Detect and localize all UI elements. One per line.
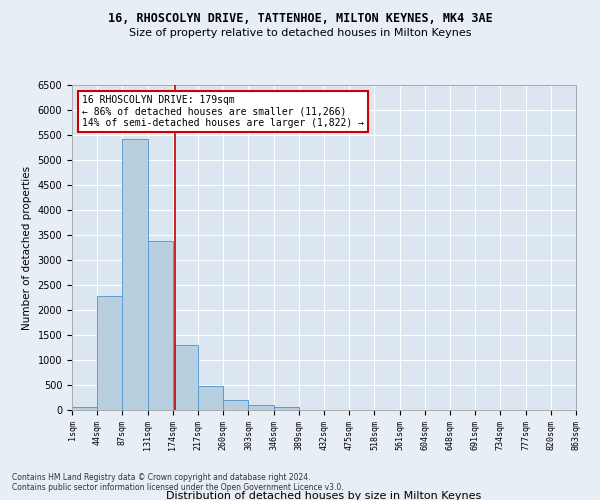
Bar (248, 405, 274, 410)
Bar (97, 296, 122, 410)
Text: 16 RHOSCOLYN DRIVE: 179sqm
← 86% of detached houses are smaller (11,266)
14% of : 16 RHOSCOLYN DRIVE: 179sqm ← 86% of deta… (82, 94, 364, 128)
Bar (122, 139, 148, 410)
Y-axis label: Number of detached properties: Number of detached properties (22, 166, 32, 330)
Bar (198, 386, 223, 410)
Text: Contains public sector information licensed under the Open Government Licence v3: Contains public sector information licen… (12, 484, 344, 492)
Text: 16, RHOSCOLYN DRIVE, TATTENHOE, MILTON KEYNES, MK4 3AE: 16, RHOSCOLYN DRIVE, TATTENHOE, MILTON K… (107, 12, 493, 26)
X-axis label: Distribution of detached houses by size in Milton Keynes: Distribution of detached houses by size … (166, 492, 482, 500)
Bar (274, 407, 299, 410)
Bar (173, 344, 198, 410)
Bar (223, 400, 248, 410)
Text: Contains HM Land Registry data © Crown copyright and database right 2024.: Contains HM Land Registry data © Crown c… (12, 474, 311, 482)
Bar (148, 241, 173, 410)
Text: Size of property relative to detached houses in Milton Keynes: Size of property relative to detached ho… (129, 28, 471, 38)
Bar (72, 406, 97, 410)
